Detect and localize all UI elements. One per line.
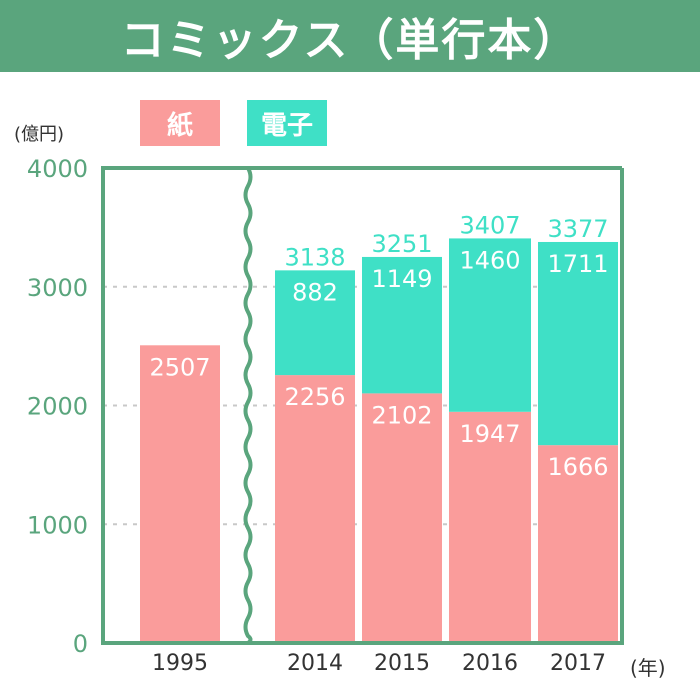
bar-paper-1995 [140, 345, 220, 643]
legend-digital: 電子 [247, 100, 327, 146]
value-label-digital-2017: 1711 [547, 250, 608, 278]
total-label-2016: 3407 [459, 211, 520, 239]
x-tick-label-2014: 2014 [287, 651, 343, 676]
title-bar: コミックス（単行本） [0, 0, 700, 72]
legend-paper-label: 紙 [166, 110, 193, 141]
bar-paper-2014 [275, 375, 355, 643]
x-tick-label-2016: 2016 [462, 651, 518, 676]
x-tick-label-2015: 2015 [374, 651, 430, 676]
value-label-paper-2015: 2102 [371, 401, 432, 429]
value-label-paper-2016: 1947 [459, 420, 520, 448]
axis-break-line [243, 167, 253, 645]
legend-digital-label: 電子 [260, 110, 313, 141]
value-label-digital-2016: 1460 [459, 246, 520, 274]
legend-paper: 紙 [140, 100, 220, 146]
total-label-2017: 3377 [547, 215, 608, 243]
value-label-paper-2017: 1666 [547, 453, 608, 481]
total-label-2014: 3138 [284, 243, 345, 271]
y-tick-label-3000: 3000 [27, 274, 88, 302]
bar-digital-2015 [362, 256, 442, 394]
y-tick-label-1000: 1000 [27, 511, 88, 539]
bar-digital-2017 [538, 241, 618, 446]
total-label-2015: 3251 [371, 230, 432, 258]
bar-paper-2015 [362, 393, 442, 643]
value-label-digital-2014: 882 [292, 278, 338, 306]
x-tick-label-1995: 1995 [152, 651, 208, 676]
chart-title: コミックス（単行本） [120, 15, 580, 66]
bar-digital-2016 [449, 238, 531, 412]
bar-paper-2016 [449, 411, 531, 643]
y-tick-label-0: 0 [73, 630, 88, 658]
y-tick-label-4000: 4000 [27, 155, 88, 183]
y-axis-unit: (億円) [14, 124, 65, 145]
y-tick-label-2000: 2000 [27, 393, 88, 421]
value-label-paper-1995: 2507 [149, 353, 210, 381]
x-axis-unit: (年) [630, 656, 666, 680]
bar-paper-2017 [538, 445, 618, 643]
x-tick-label-2017: 2017 [550, 651, 606, 676]
value-label-digital-2015: 1149 [371, 265, 432, 293]
bar-digital-2014 [275, 270, 355, 376]
value-label-paper-2014: 2256 [284, 383, 345, 411]
